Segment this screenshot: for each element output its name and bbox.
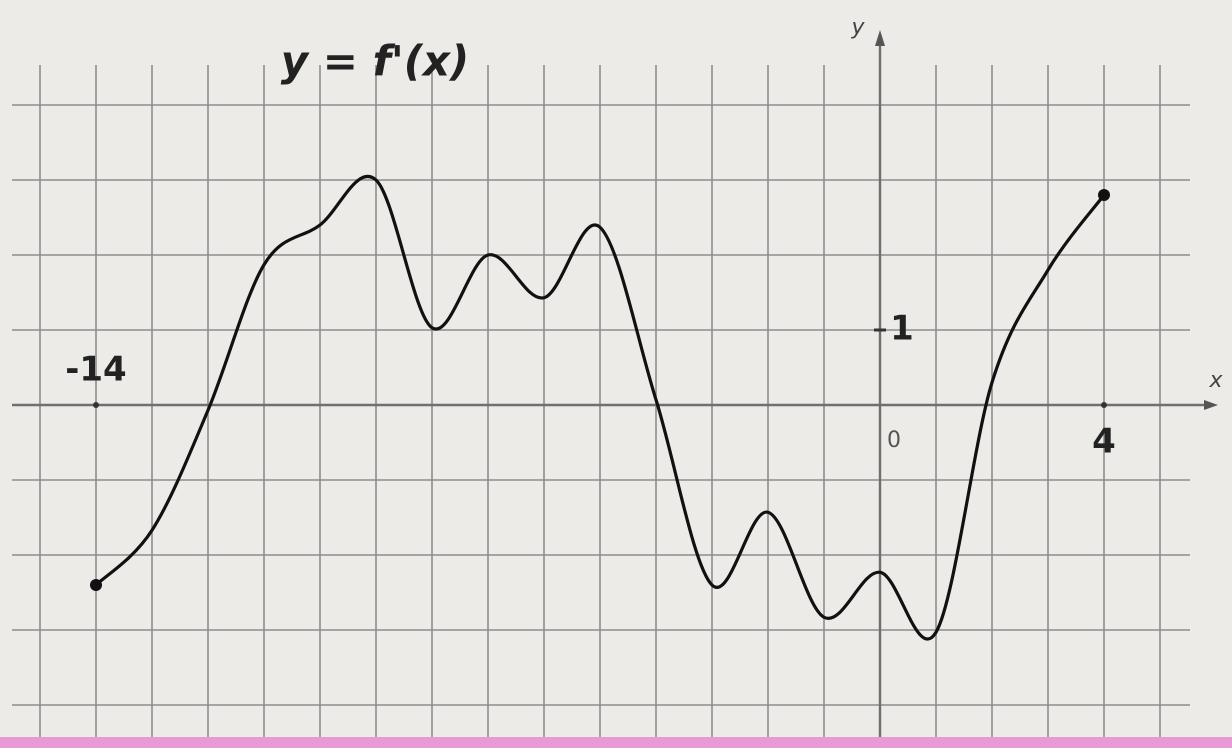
y-arrow <box>875 30 885 46</box>
x-tick-label: 4 <box>1092 422 1116 462</box>
endpoint <box>1098 189 1110 201</box>
x-arrow <box>1204 400 1218 410</box>
origin-label: 0 <box>887 428 901 453</box>
curve <box>94 174 1106 641</box>
endpoint <box>90 579 102 591</box>
chart-title: y = f'(x) <box>281 37 469 86</box>
x-axis-label: x <box>1208 368 1223 393</box>
tick-dot <box>1101 402 1107 408</box>
y-tick-label: 1 <box>890 309 914 349</box>
tick-dot <box>93 402 99 408</box>
pink-strip <box>0 737 1232 748</box>
x-tick-label: -14 <box>65 350 126 390</box>
y-axis-label: y <box>850 15 865 40</box>
plot: x y 0 y = f'(x) -14 4 1 <box>12 15 1223 737</box>
